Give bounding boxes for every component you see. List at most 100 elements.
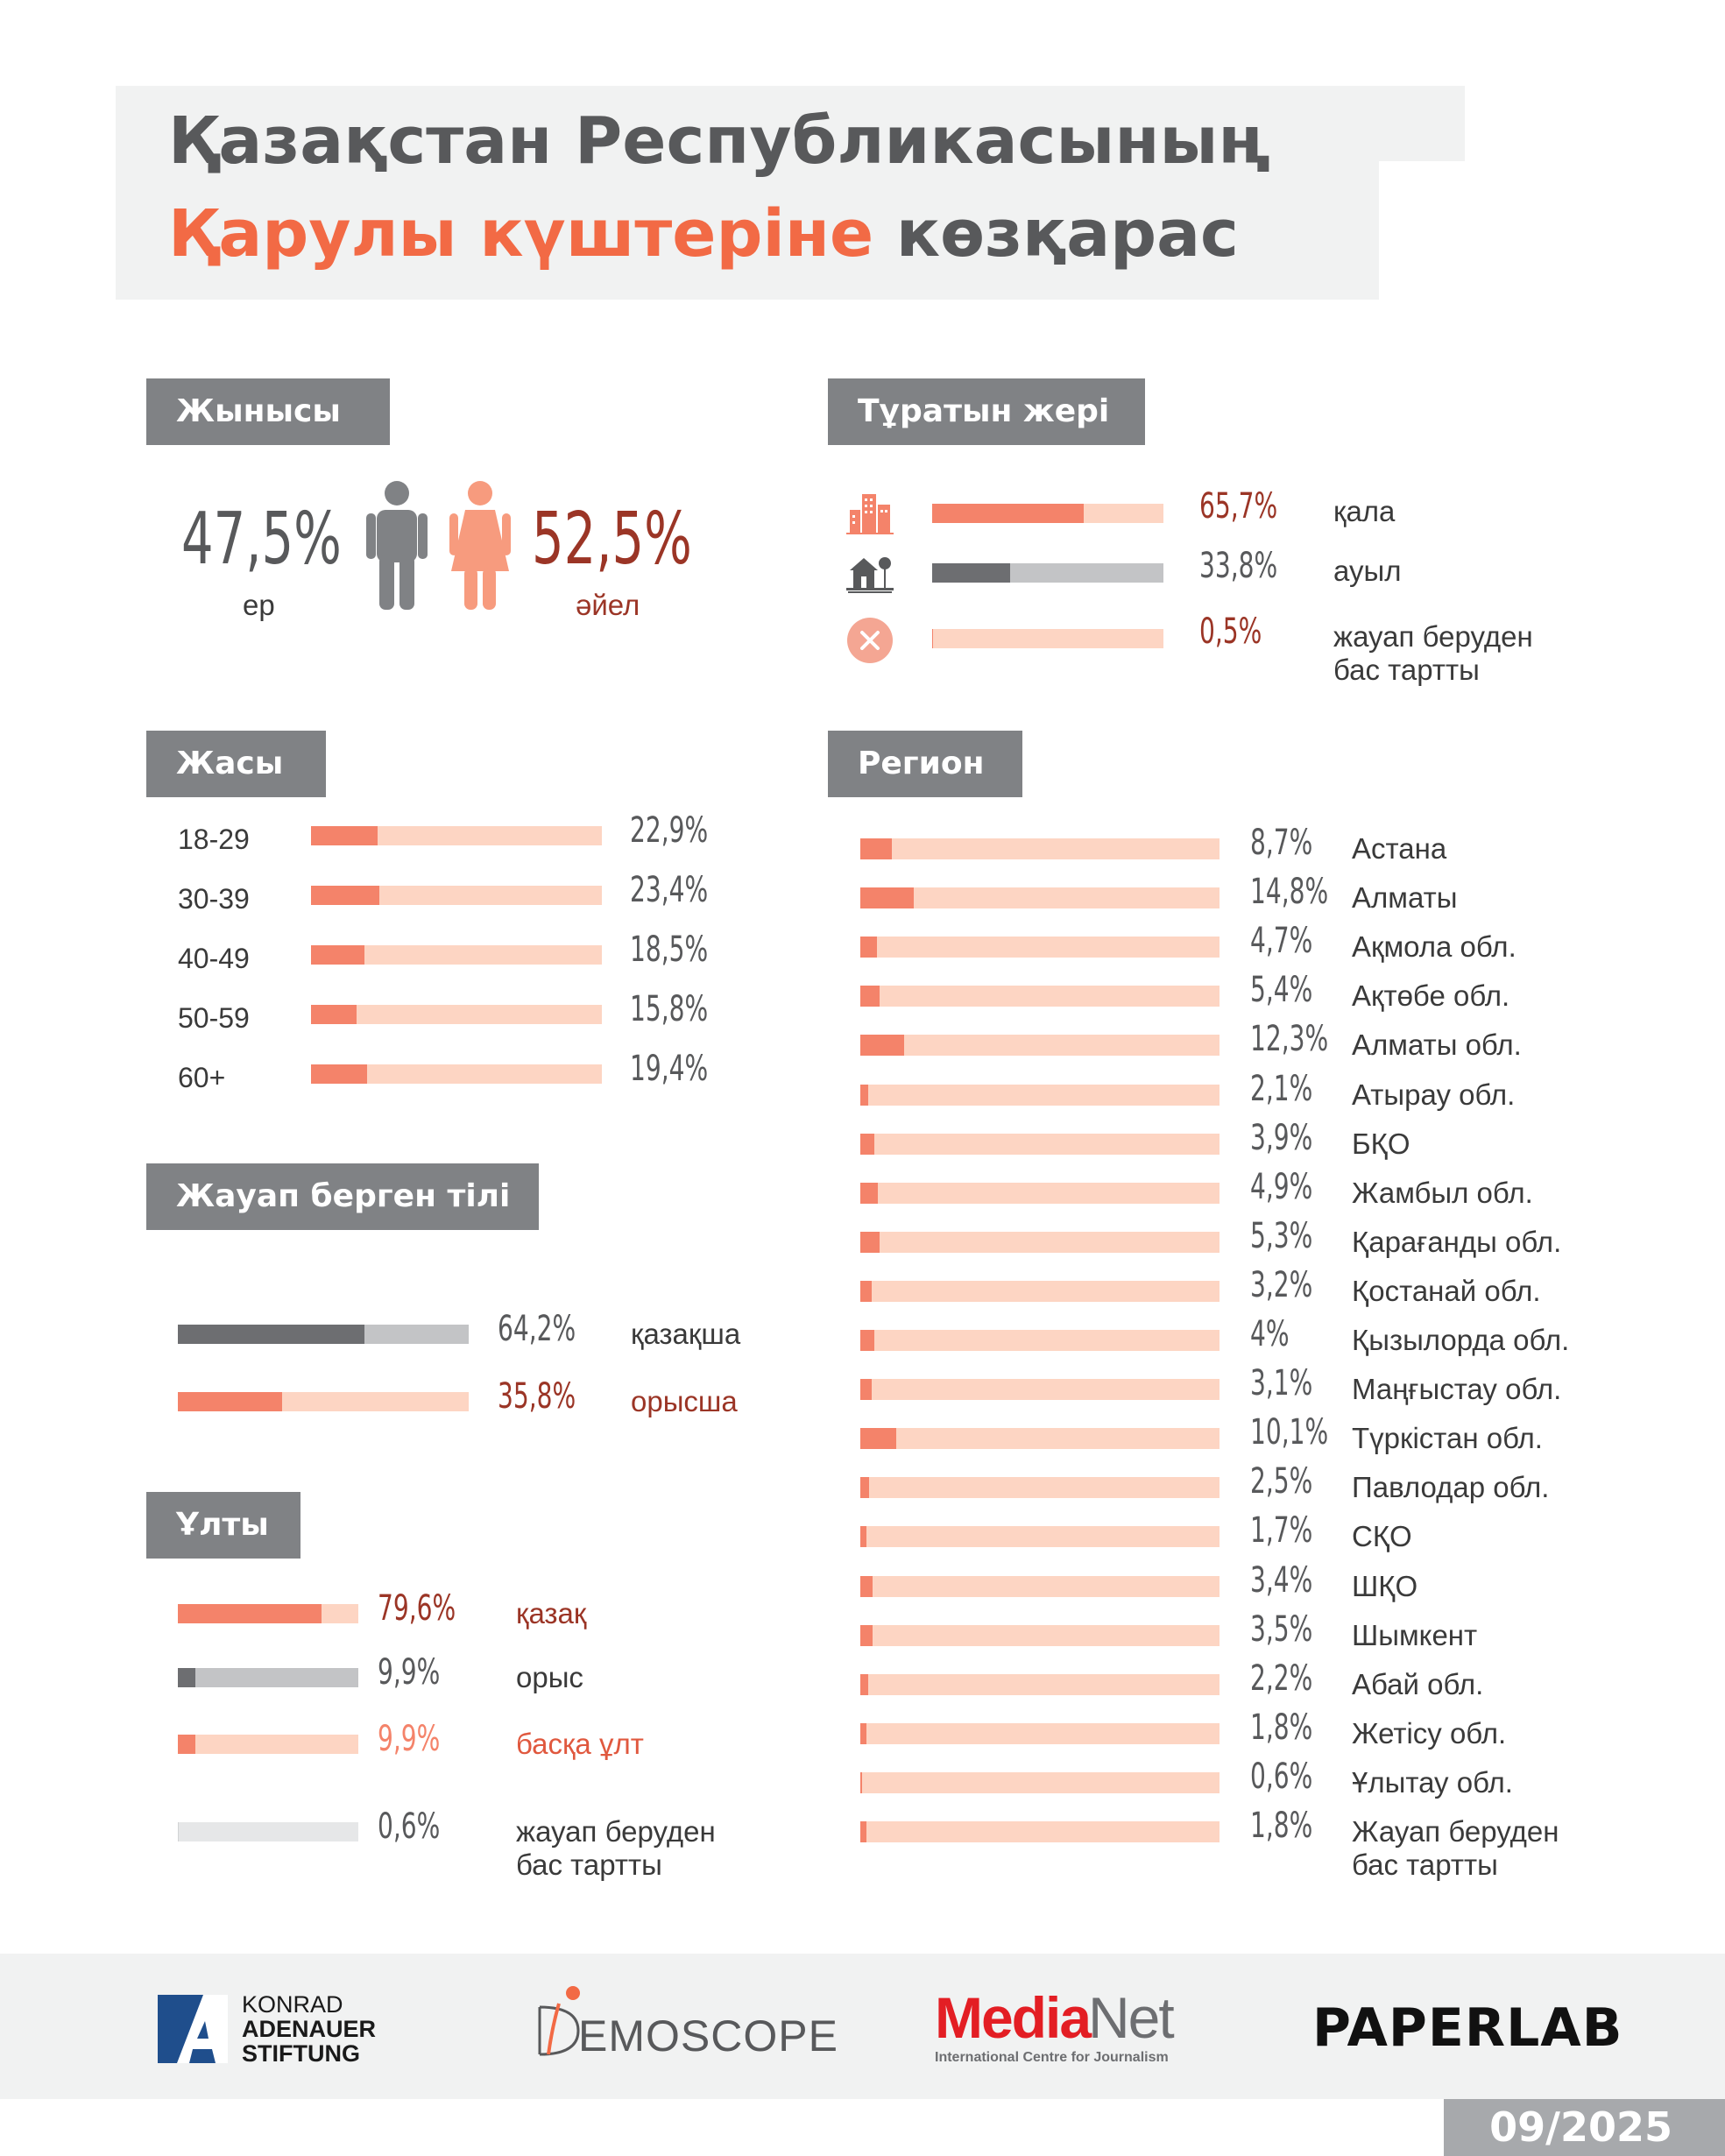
age-pct-2: 18,5%: [630, 930, 709, 970]
title-background: [116, 86, 1465, 161]
section-header-ethnicity: Ұлты: [146, 1492, 300, 1559]
language-label-0: қазақша: [631, 1318, 741, 1350]
region-bar-18: [860, 1722, 1220, 1744]
age-group-1: 30-39: [178, 883, 250, 915]
region-pct-13: 2,5%: [1250, 1461, 1313, 1502]
age-bar-2-fill: [311, 945, 365, 965]
region-bar-19-fill: [860, 1771, 863, 1793]
region-label-5: Атырау обл.: [1352, 1078, 1516, 1111]
ethnicity-pct-1: 9,9%: [378, 1652, 441, 1693]
ethnicity-pct-0: 79,6%: [378, 1588, 456, 1629]
region-pct-14: 1,7%: [1250, 1510, 1313, 1552]
region-pct-5: 2,1%: [1250, 1068, 1313, 1109]
region-label-2: Ақмола обл.: [1352, 930, 1516, 964]
region-bar-0: [860, 838, 1220, 859]
region-label-10: Қызылорда обл.: [1352, 1324, 1570, 1356]
region-bar-4: [860, 1035, 1220, 1057]
residence-bar-0: [932, 504, 1163, 523]
residence-label-2: жауап беруден бас тартты: [1333, 620, 1533, 686]
region-bar-13-fill: [860, 1477, 870, 1499]
region-bar-1-fill: [860, 887, 914, 909]
region-label-12: Түркістан обл.: [1352, 1422, 1543, 1455]
region-pct-15: 3,4%: [1250, 1559, 1313, 1601]
age-bar-2: [311, 945, 602, 965]
age-pct-1: 23,4%: [630, 870, 709, 910]
ethnicity-pct-3: 0,6%: [378, 1806, 441, 1847]
region-bar-3: [860, 986, 1220, 1007]
medianet-subtitle: International Centre for Journalism: [935, 2050, 1169, 2065]
region-bar-11-fill: [860, 1379, 872, 1401]
region-bar-4-fill: [860, 1035, 905, 1057]
residence-bar-2: [932, 629, 1163, 648]
region-pct-1: 14,8%: [1250, 872, 1329, 913]
medianet-logo: Media Net International Centre for Journ…: [935, 1987, 1198, 2075]
region-pct-4: 12,3%: [1250, 1019, 1329, 1060]
region-bar-20: [860, 1821, 1220, 1842]
ethnicity-bar-2: [178, 1735, 358, 1754]
ethnicity-bar-3-fill: [178, 1822, 180, 1841]
kas-line3: STIFTUNG: [242, 2040, 360, 2067]
region-label-17: Абай обл.: [1352, 1667, 1484, 1700]
region-bar-9-fill: [860, 1280, 873, 1302]
residence-pct-2: 0,5%: [1199, 611, 1262, 652]
region-bar-8: [860, 1231, 1220, 1253]
residence-label-0: қала: [1333, 495, 1396, 527]
region-bar-16-fill: [860, 1624, 873, 1646]
region-pct-9: 3,2%: [1250, 1264, 1313, 1305]
age-group-0: 18-29: [178, 824, 250, 855]
language-label-1: орысша: [631, 1385, 738, 1417]
residence-bar-0-fill: [932, 504, 1085, 523]
ethnicity-label-0: қазақ: [516, 1597, 587, 1629]
kas-line2: ADENAUER: [242, 2016, 377, 2042]
age-bar-4-fill: [311, 1064, 368, 1084]
language-bar-0: [178, 1325, 469, 1344]
demoscope-text: EMOSCOPE: [578, 2011, 838, 2061]
section-header-language: Жауап берген тілі: [146, 1163, 539, 1230]
region-bar-12: [860, 1428, 1220, 1450]
language-bar-1: [178, 1392, 469, 1411]
female-pct: 52,5%: [532, 498, 692, 581]
region-label-9: Қостанай обл.: [1352, 1274, 1541, 1307]
region-bar-10: [860, 1330, 1220, 1351]
region-bar-5-fill: [860, 1084, 868, 1106]
title-rest: көзқарас: [873, 196, 1239, 272]
title-accent: Қарулы күштеріне: [168, 196, 874, 272]
region-pct-11: 3,1%: [1250, 1363, 1313, 1404]
region-bar-1: [860, 887, 1220, 909]
page-title-line1: Қазақстан Республикасының: [168, 103, 1271, 179]
region-bar-7: [860, 1182, 1220, 1204]
ethnicity-label-2: басқа ұлт: [516, 1728, 644, 1760]
region-bar-15: [860, 1575, 1220, 1597]
region-pct-17: 2,2%: [1250, 1658, 1313, 1699]
region-pct-2: 4,7%: [1250, 921, 1313, 962]
date-badge: 09/2025: [1444, 2099, 1725, 2156]
kas-logo: KONRAD ADENAUER STIFTUNG: [158, 1993, 385, 2067]
age-group-4: 60+: [178, 1062, 226, 1093]
region-label-18: Жетісу обл.: [1352, 1716, 1507, 1750]
ethnicity-label-3: жауап беруден бас тартты: [516, 1815, 716, 1881]
region-bar-6: [860, 1133, 1220, 1155]
region-bar-20-fill: [860, 1821, 867, 1842]
age-bar-3-fill: [311, 1005, 357, 1024]
page-title-line2: Қарулы күштеріне көзқарас: [168, 196, 1239, 272]
language-bar-0-fill: [178, 1325, 365, 1344]
region-bar-17: [860, 1673, 1220, 1695]
male-pct: 47,5%: [181, 498, 342, 581]
region-label-14: СҚО: [1352, 1520, 1412, 1553]
region-pct-3: 5,4%: [1250, 970, 1313, 1011]
region-label-19: Ұлытау обл.: [1352, 1765, 1513, 1799]
demoscope-logo: EMOSCOPE: [534, 1984, 838, 2063]
region-pct-18: 1,8%: [1250, 1707, 1313, 1748]
medianet-media: Media: [935, 1985, 1092, 2050]
age-bar-0-fill: [311, 826, 378, 845]
region-label-1: Алматы: [1352, 881, 1458, 915]
language-pct-1: 35,8%: [498, 1376, 576, 1417]
region-bar-8-fill: [860, 1231, 880, 1253]
region-pct-6: 3,9%: [1250, 1117, 1313, 1158]
region-bar-2: [860, 937, 1220, 958]
region-label-11: Маңғыстау обл.: [1352, 1373, 1562, 1406]
region-bar-6-fill: [860, 1133, 874, 1155]
ethnicity-bar-3: [178, 1822, 358, 1841]
age-bar-1: [311, 886, 602, 905]
region-pct-20: 1,8%: [1250, 1806, 1313, 1846]
